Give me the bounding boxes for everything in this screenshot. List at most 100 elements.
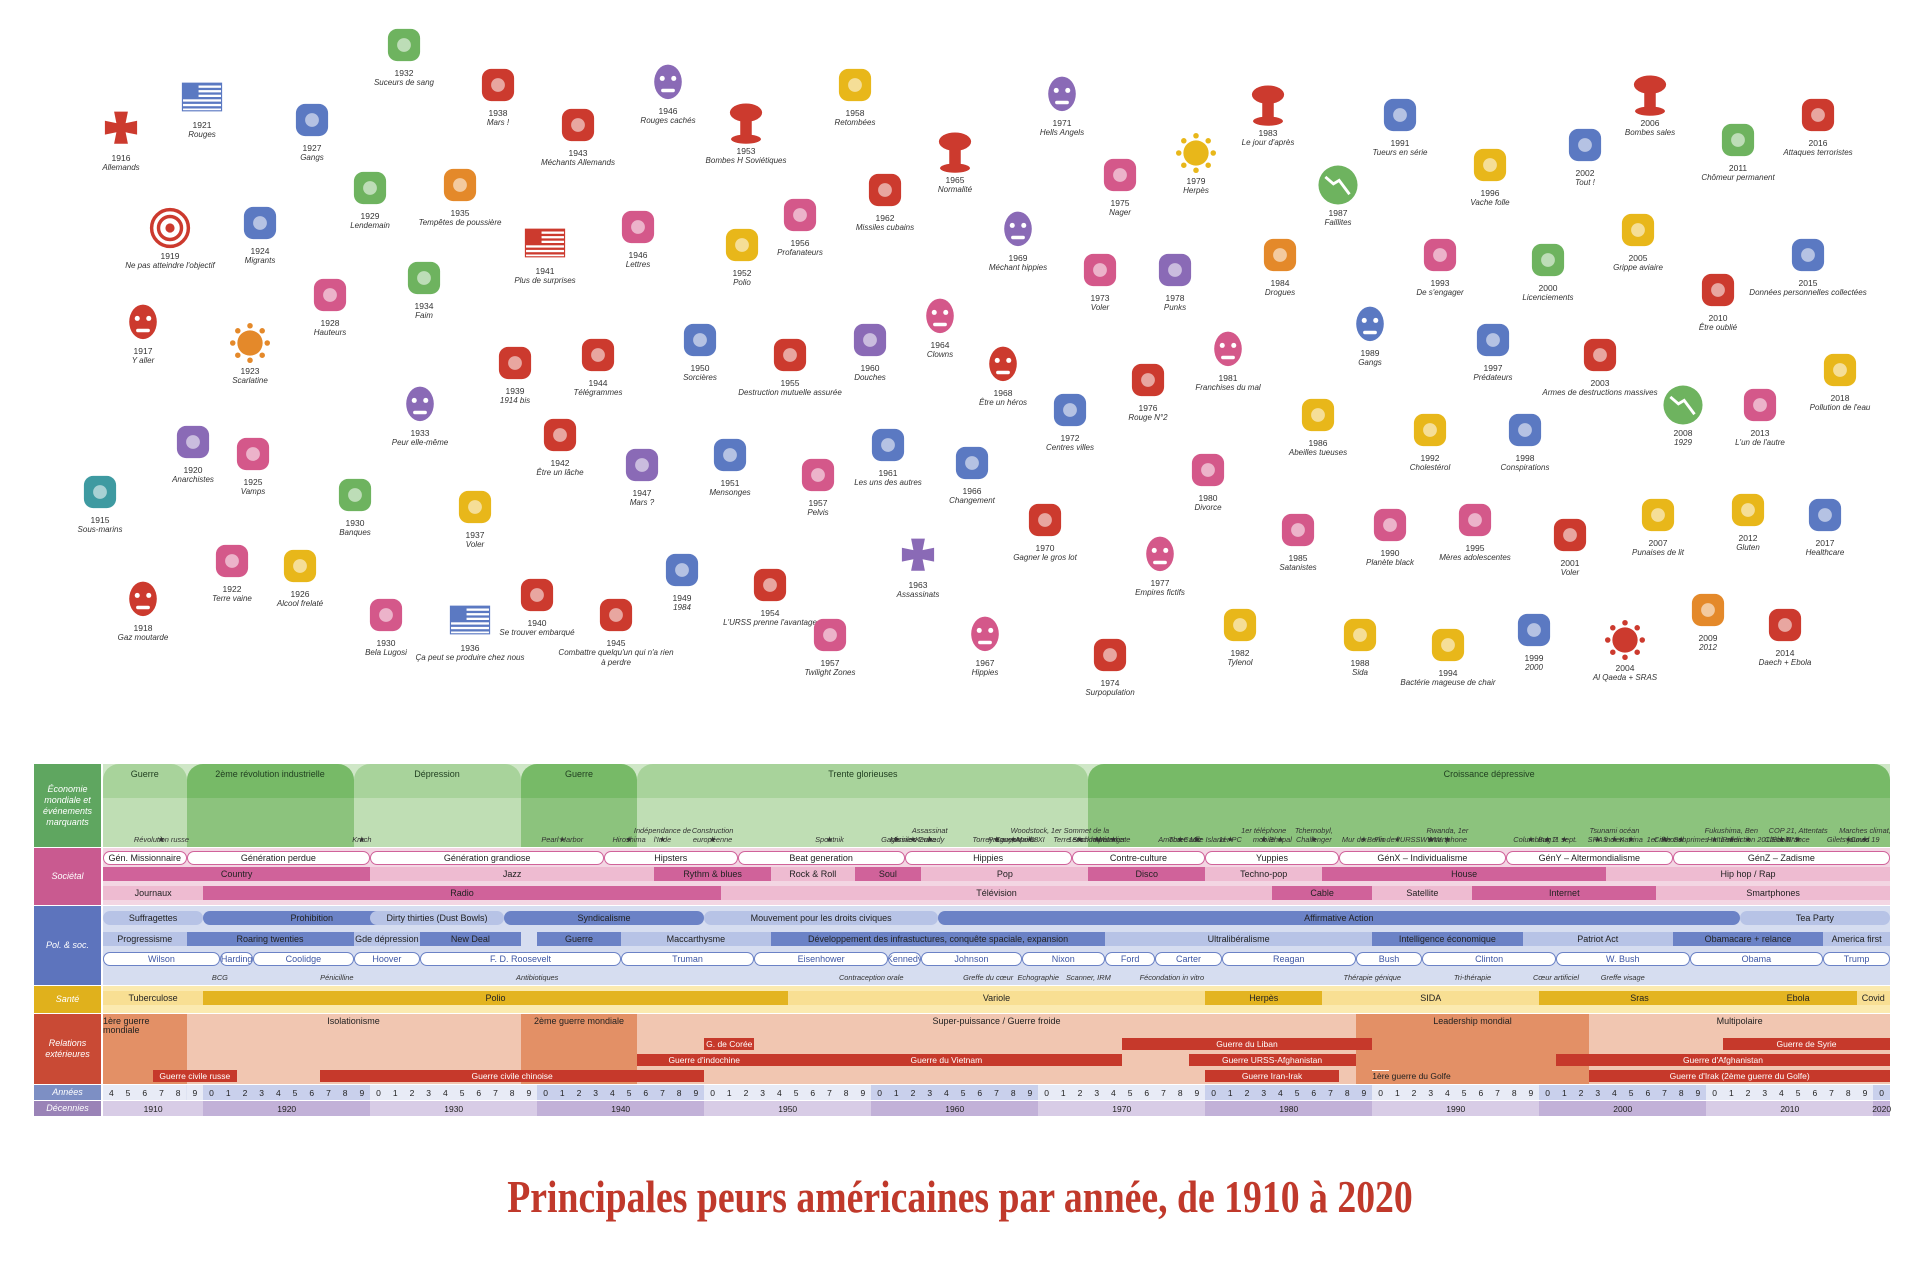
fear-year: 1935 bbox=[450, 208, 470, 218]
fear-item: 1939 1914 bis bbox=[455, 340, 575, 406]
fear-year: 1949 bbox=[672, 593, 692, 603]
year-cell: 6 bbox=[1305, 1085, 1323, 1100]
fear-label: Données personnelles collectées bbox=[1749, 288, 1867, 297]
safety-pin-icon bbox=[1115, 247, 1235, 293]
economy-event: Rwanda, 1er smartphone bbox=[1426, 826, 1469, 844]
pig-icon bbox=[1370, 407, 1490, 453]
fear-item: 2008 1929 bbox=[1623, 382, 1743, 448]
fear-item: 1946 Rouges cachés bbox=[608, 60, 728, 126]
timeline-bar-soc1: GénZ – Zadisme bbox=[1672, 851, 1890, 865]
fear-label: Vamps bbox=[240, 487, 266, 496]
event-star-icon: ★ bbox=[1560, 835, 1568, 844]
cow-icon bbox=[1430, 142, 1550, 188]
year-cell: 1 bbox=[1054, 1085, 1072, 1100]
timeline-bar-soc2: Techno-pop bbox=[1205, 867, 1323, 881]
year-cell: 7 bbox=[153, 1085, 170, 1100]
fear-item: 1963 Assassinats bbox=[858, 534, 978, 600]
timeline-bar-soc3: Journaux bbox=[103, 886, 204, 900]
fear-label: Armes de destructions massives bbox=[1542, 388, 1658, 397]
fear-year: 1957 bbox=[808, 498, 828, 508]
war-bar: Guerre du Liban bbox=[1121, 1038, 1373, 1050]
timeline-bar-soc2: Rock & Roll bbox=[771, 867, 855, 881]
fear-item: 1919 Ne pas atteindre l'objectif bbox=[110, 205, 230, 271]
event-star-icon: ★ bbox=[1026, 835, 1034, 844]
fear-year: 1916 bbox=[111, 153, 131, 163]
fear-label: Attaques terroristes bbox=[1783, 148, 1853, 157]
fear-label: Al Qaeda + SRAS bbox=[1592, 673, 1658, 682]
fear-label: Les uns des autres bbox=[854, 478, 922, 487]
fear-label: Healthcare bbox=[1805, 548, 1845, 557]
timeline-bar-sante2: Sras bbox=[1539, 991, 1740, 1005]
year-cell: 7 bbox=[487, 1085, 504, 1100]
year-cell: 7 bbox=[320, 1085, 337, 1100]
timeline-bar-pol1: Suffragettes bbox=[103, 911, 204, 925]
fear-year: 1975 bbox=[1110, 198, 1130, 208]
fear-item: 1930 Banques bbox=[295, 472, 415, 538]
spock-hand-icon bbox=[770, 612, 890, 658]
fear-year: 1917 bbox=[133, 346, 153, 356]
event-star-icon: ★ bbox=[558, 835, 566, 844]
helicopter-icon bbox=[1465, 407, 1585, 453]
event-star-icon: ★ bbox=[157, 835, 166, 844]
fear-item: 2018 Pollution de l'eau bbox=[1780, 347, 1900, 413]
cat-mask-icon bbox=[943, 342, 1063, 388]
fear-year: 2017 bbox=[1815, 538, 1835, 548]
year-cell: 3 bbox=[921, 1085, 939, 1100]
fear-year: 1994 bbox=[1438, 668, 1458, 678]
fear-item: 1955 Destruction mutuelle assurée bbox=[730, 332, 850, 398]
fear-item: 2007 Punaises de lit bbox=[1598, 492, 1718, 558]
fear-year: 1963 bbox=[908, 580, 928, 590]
decade-cell: 1980 bbox=[1205, 1101, 1373, 1116]
falling-man-icon bbox=[310, 165, 430, 211]
fear-item: 1956 Profanateurs bbox=[740, 192, 860, 258]
fear-label: 2000 bbox=[1525, 663, 1543, 672]
timeline-bar-sante2: Covid bbox=[1856, 991, 1890, 1005]
timeline-bar-pol2: New Deal bbox=[420, 932, 521, 946]
mushroom-cloud-icon bbox=[686, 100, 806, 146]
year-cell: 9 bbox=[1355, 1085, 1373, 1100]
timeline-bar-pol1: Prohibition bbox=[203, 911, 421, 925]
fear-year: 1971 bbox=[1052, 118, 1072, 128]
war-bar: Guerre d'Afghanistan bbox=[1555, 1054, 1890, 1066]
timeline-bar-soc2: Country bbox=[103, 867, 371, 881]
year-cell: 3 bbox=[1589, 1085, 1607, 1100]
fear-label: Licenciements bbox=[1522, 293, 1574, 302]
anarchy-icon bbox=[133, 419, 253, 465]
timeline-bar-pol3: Johnson bbox=[921, 952, 1022, 966]
timeline-bar-pol2: Maccarthysme bbox=[620, 932, 772, 946]
fear-item: 1981 Franchises du mal bbox=[1168, 327, 1288, 393]
fear-item: 1979 Herpès bbox=[1136, 130, 1256, 196]
fear-label: Conspirations bbox=[1500, 463, 1550, 472]
event-star-icon: ★ bbox=[1427, 835, 1435, 844]
shelter-icon bbox=[795, 62, 915, 108]
fear-item: 1975 Nager bbox=[1060, 152, 1180, 218]
section-sante: Santé bbox=[34, 986, 101, 1013]
medical-milestone: Scanner, IRM bbox=[1065, 973, 1111, 982]
fear-label: L'URSS prenne l'avantage bbox=[723, 618, 817, 627]
zeppelin-icon bbox=[415, 484, 535, 530]
timeline-bar-pol3: Coolidge bbox=[253, 952, 354, 966]
fear-item: 1949 1984 bbox=[622, 547, 742, 613]
year-cell: 1 bbox=[720, 1085, 738, 1100]
mushroom-cloud-icon bbox=[895, 129, 1015, 175]
fear-item: 1925 Vamps bbox=[193, 431, 313, 497]
hippie-face-icon bbox=[925, 612, 1045, 658]
economy-event: Three Mile Island bbox=[1168, 834, 1226, 844]
fear-label: Retombées bbox=[834, 118, 876, 127]
economy-event: Spoutnik bbox=[815, 834, 844, 844]
year-cell: 0 bbox=[871, 1085, 888, 1100]
falling-chart-icon bbox=[1278, 162, 1398, 208]
fear-year: 1930 bbox=[345, 518, 365, 528]
timeline-bar-rel_bg: Leadership mondial bbox=[1355, 1014, 1590, 1084]
event-star-icon: ★ bbox=[1260, 835, 1268, 844]
family-icon bbox=[1148, 447, 1268, 493]
shoe-bomb-icon bbox=[1510, 512, 1630, 558]
fear-year: 1943 bbox=[568, 148, 588, 158]
fear-item: 2016 Attaques terroristes bbox=[1758, 92, 1878, 158]
economy-event: COP 21, Attentats France bbox=[1768, 826, 1828, 844]
fear-year: 1939 bbox=[505, 386, 525, 396]
year-cell: 9 bbox=[186, 1085, 204, 1100]
year-cell: 8 bbox=[1338, 1085, 1356, 1100]
event-star-icon: ★ bbox=[825, 835, 834, 844]
id-card-icon bbox=[1748, 232, 1868, 278]
